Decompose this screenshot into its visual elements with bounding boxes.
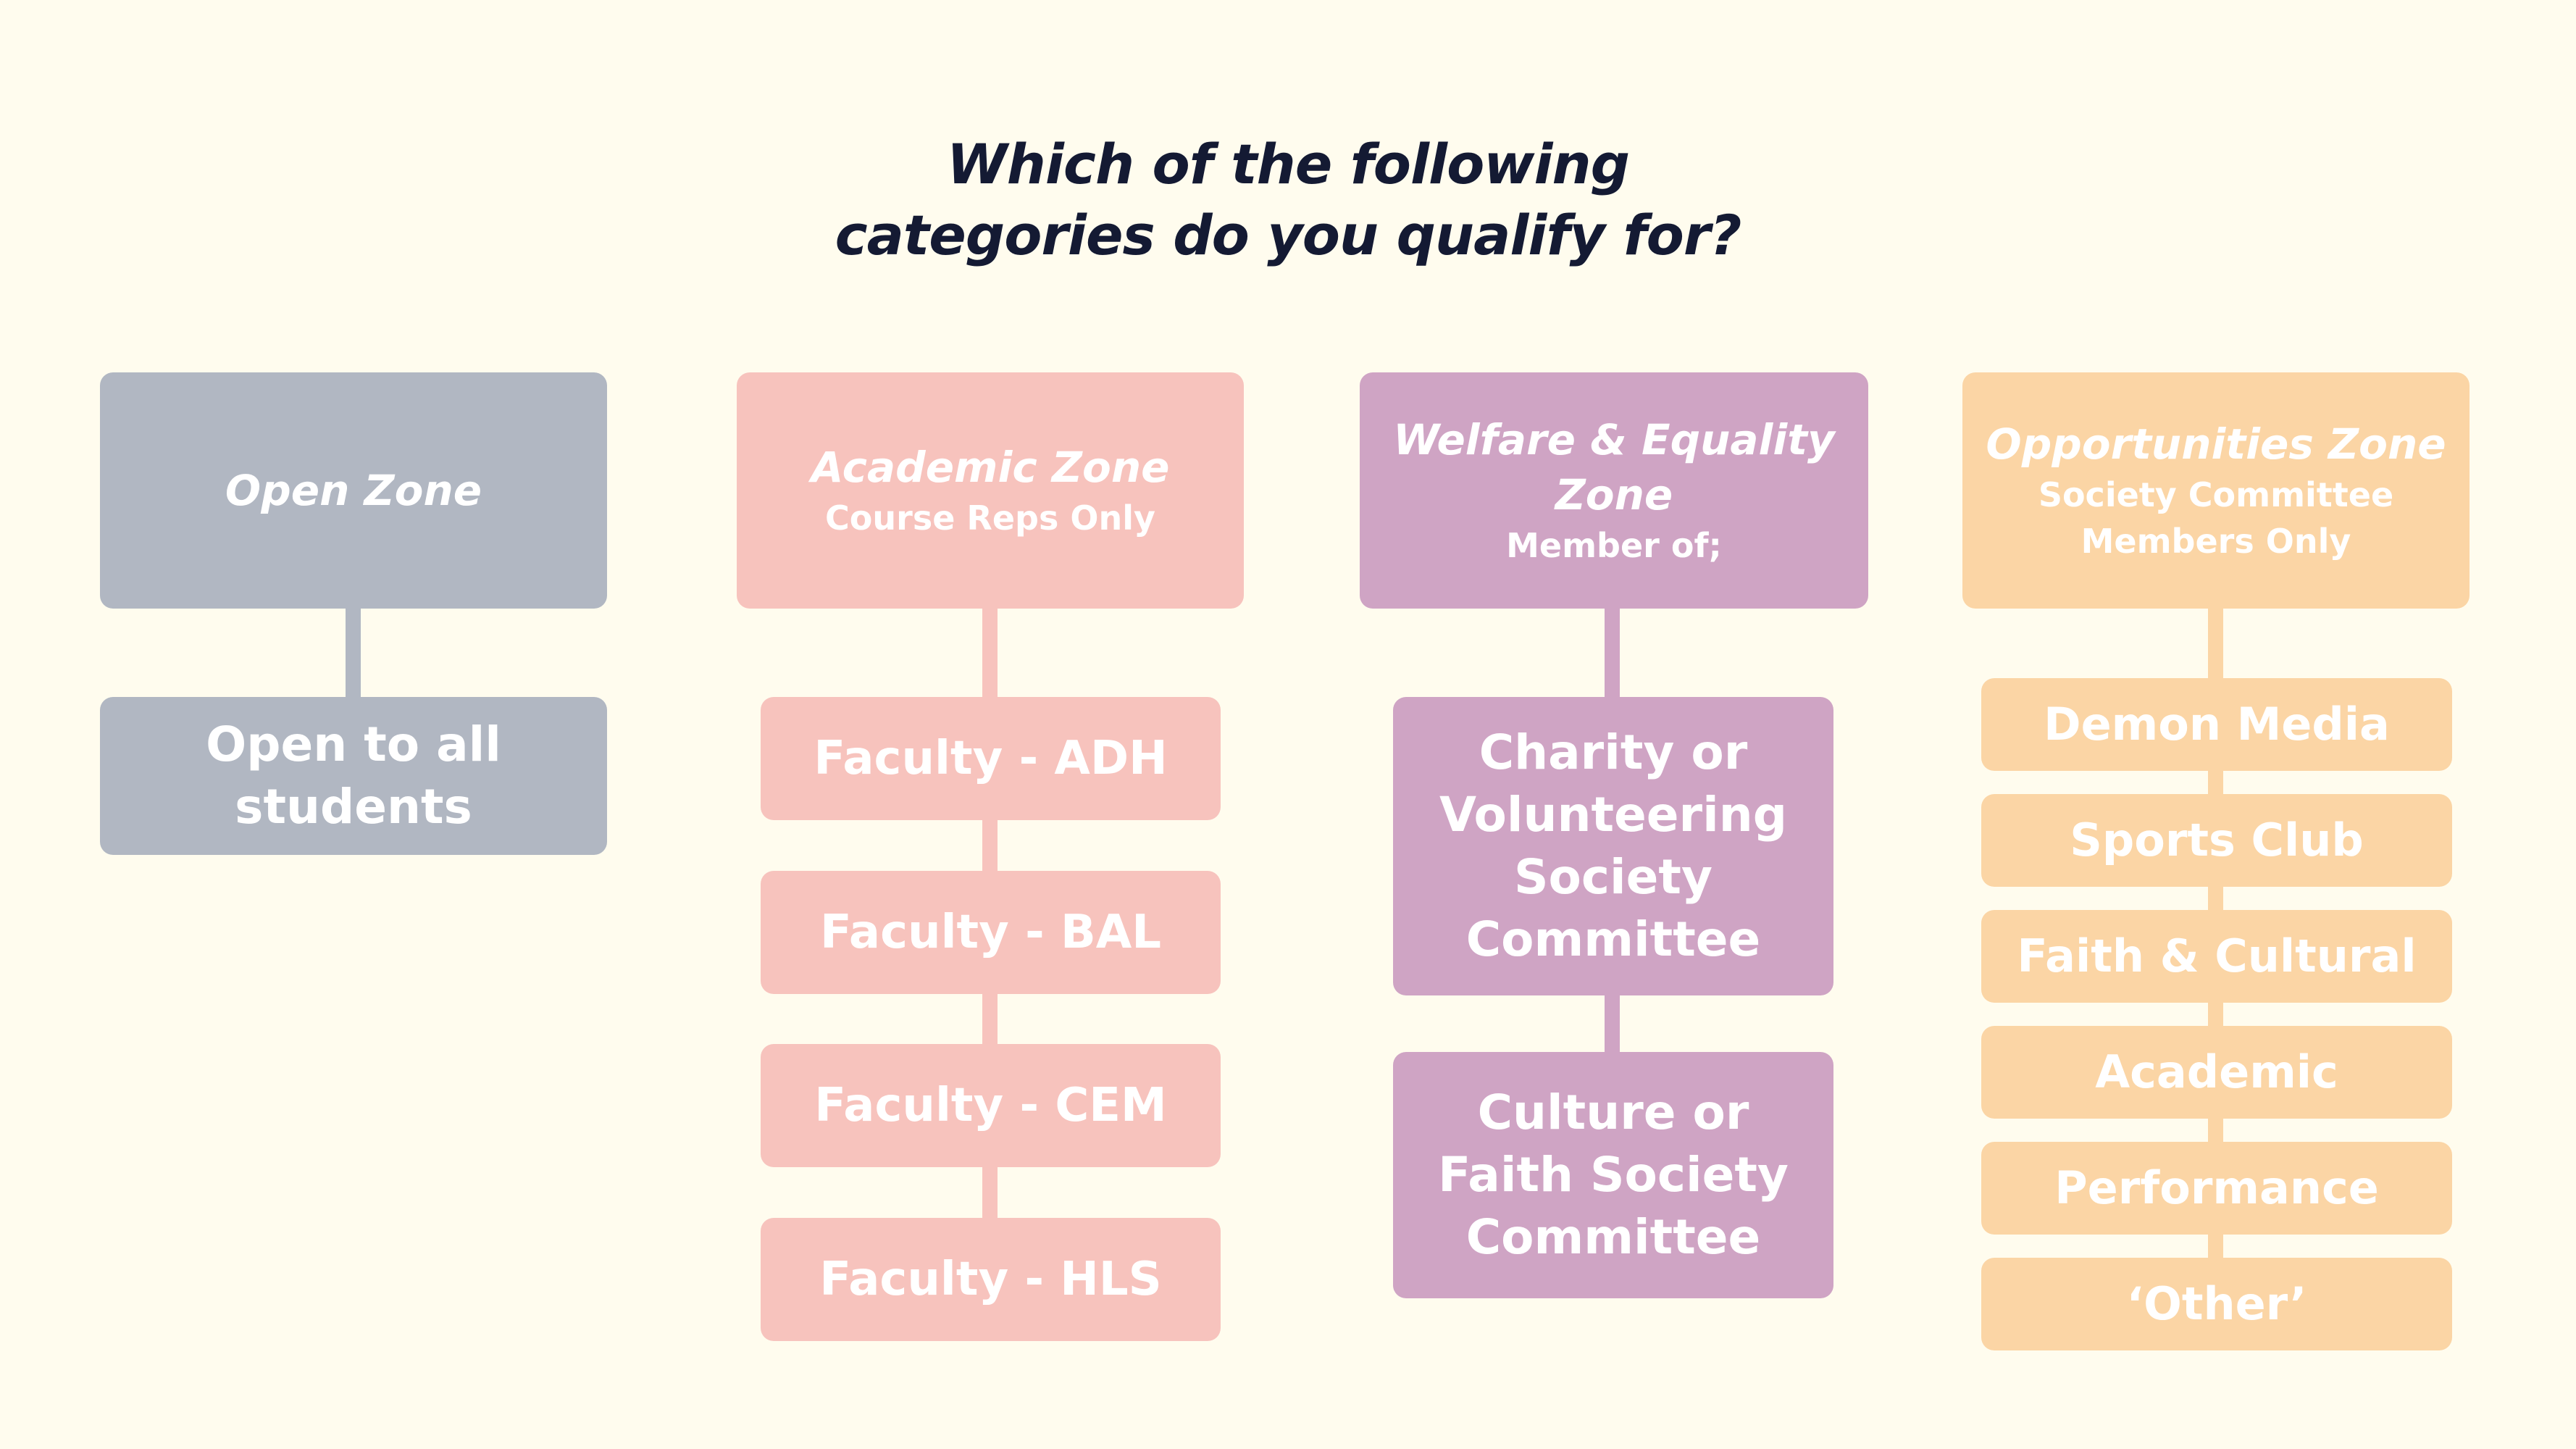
- open-zone-item-line-1: Open to all: [206, 717, 501, 772]
- opp-other: ‘Other’: [1981, 1258, 2452, 1350]
- academic-zone-subtitle: Course Reps Only: [825, 498, 1155, 538]
- faculty-adh-label: Faculty - ADH: [814, 732, 1168, 785]
- faculty-bal: Faculty - BAL: [761, 871, 1221, 994]
- welfare-zone-title-line-2: Zone: [1555, 470, 1673, 519]
- page-title: Which of the following categories do you…: [0, 129, 2576, 271]
- culture-line-3: Committee: [1465, 1209, 1761, 1265]
- academic-zone-header: Academic Zone Course Reps Only: [737, 372, 1244, 609]
- faculty-cem-label: Faculty - CEM: [814, 1079, 1167, 1132]
- academic-zone-title: Academic Zone: [811, 443, 1170, 492]
- faculty-hls: Faculty - HLS: [761, 1218, 1221, 1341]
- culture-line-2: Faith Society: [1438, 1147, 1789, 1203]
- open-zone-item-line-2: students: [235, 779, 472, 835]
- charity-line-3: Society: [1514, 849, 1713, 905]
- opp-academic: Academic: [1981, 1026, 2452, 1119]
- opportunities-zone-subtitle-line-2: Members Only: [2081, 522, 2351, 561]
- opp-performance-label: Performance: [2054, 1161, 2379, 1214]
- opp-demon-media: Demon Media: [1981, 678, 2452, 771]
- charity-line-1: Charity or: [1479, 724, 1748, 780]
- open-zone-title: Open Zone: [225, 466, 482, 515]
- opportunities-zone-header: Opportunities Zone Society Committee Mem…: [1962, 372, 2470, 609]
- opportunities-zone-title: Opportunities Zone: [1986, 419, 2446, 469]
- welfare-zone-subtitle: Member of;: [1506, 526, 1722, 565]
- charity-volunteering-committee: Charity or Volunteering Society Committe…: [1393, 697, 1833, 995]
- charity-line-4: Committee: [1465, 911, 1761, 967]
- culture-line-1: Culture or: [1477, 1085, 1749, 1140]
- connector-open: [346, 607, 361, 698]
- welfare-zone-header: Welfare & Equality Zone Member of;: [1360, 372, 1868, 609]
- open-zone-item: Open to all students: [100, 697, 607, 855]
- faculty-cem: Faculty - CEM: [761, 1044, 1221, 1167]
- opp-performance: Performance: [1981, 1142, 2452, 1235]
- faculty-hls-label: Faculty - HLS: [819, 1253, 1162, 1306]
- charity-line-2: Volunteering: [1439, 787, 1787, 843]
- welfare-zone-title-line-1: Welfare & Equality: [1393, 415, 1835, 464]
- open-zone-header: Open Zone: [100, 372, 607, 609]
- opp-academic-label: Academic: [2095, 1045, 2338, 1098]
- faculty-bal-label: Faculty - BAL: [819, 906, 1162, 959]
- opp-faith-cultural: Faith & Cultural: [1981, 910, 2452, 1003]
- culture-faith-committee: Culture or Faith Society Committee: [1393, 1052, 1833, 1298]
- opp-other-label: ‘Other’: [2126, 1277, 2307, 1330]
- opportunities-zone-subtitle-line-1: Society Committee: [2038, 475, 2394, 514]
- title-line-2: categories do you qualify for?: [835, 203, 1742, 267]
- opp-faith-cultural-label: Faith & Cultural: [2017, 930, 2417, 982]
- faculty-adh: Faculty - ADH: [761, 697, 1221, 820]
- opp-sports-club: Sports Club: [1981, 794, 2452, 887]
- opp-demon-media-label: Demon Media: [2044, 698, 2390, 751]
- title-line-1: Which of the following: [946, 132, 1630, 196]
- opp-sports-club-label: Sports Club: [2070, 814, 2364, 867]
